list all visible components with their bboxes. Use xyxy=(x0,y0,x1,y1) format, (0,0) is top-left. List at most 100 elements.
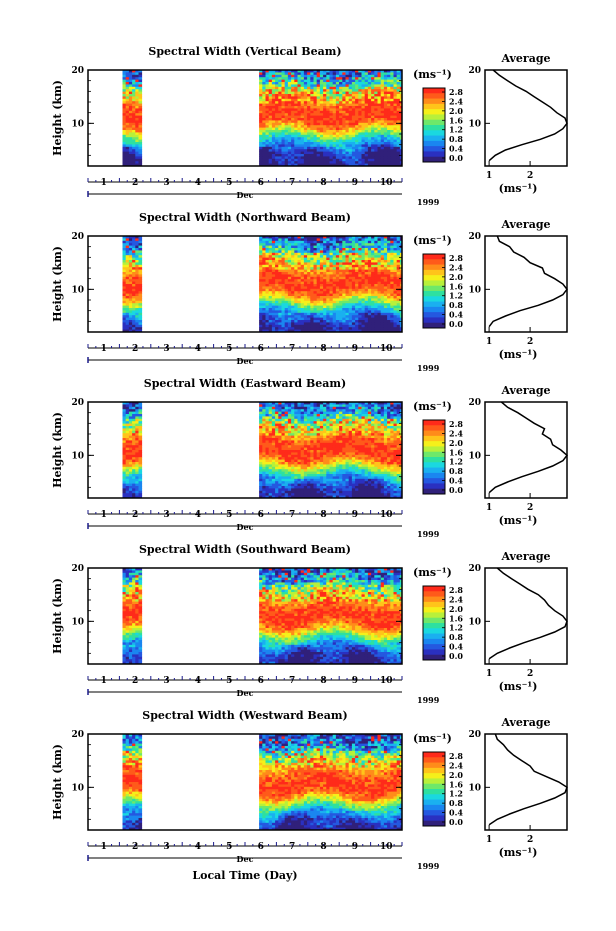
y-tick-label: 20 xyxy=(71,564,84,574)
colorbar-swatch xyxy=(423,623,445,629)
x-tick-label: 1 xyxy=(101,510,107,520)
colorbar-swatch xyxy=(423,789,445,795)
x-tick-label: 9 xyxy=(352,676,358,686)
y-tick-label: 10 xyxy=(71,119,84,129)
colorbar-tick-label: 0.4 xyxy=(449,808,463,818)
y-axis-label: Height (km) xyxy=(51,412,64,488)
plot-frame xyxy=(87,69,403,167)
average-y-tick-label: 10 xyxy=(468,783,481,793)
colorbar-tick-label: 0.0 xyxy=(449,651,463,661)
colorbar-swatch xyxy=(423,596,445,603)
colorbar-swatch xyxy=(423,488,445,495)
x-tick-label: 6 xyxy=(258,676,264,686)
year-label: 1999 xyxy=(417,695,440,705)
year-label: 1999 xyxy=(417,529,440,539)
colorbar-swatch xyxy=(423,820,445,827)
y-tick-label: 10 xyxy=(71,285,84,295)
colorbar-swatch xyxy=(423,472,445,479)
y-tick-label: 20 xyxy=(71,730,84,740)
colorbar-tick-label: 1.2 xyxy=(449,125,463,135)
x-tick-label: 7 xyxy=(289,178,295,188)
colorbar-swatch xyxy=(423,612,445,619)
plot-frame xyxy=(87,567,403,665)
colorbar-tick-label: 1.6 xyxy=(449,281,463,291)
colorbar-swatch xyxy=(423,446,445,453)
average-title: Average xyxy=(500,550,550,563)
colorbar-swatch xyxy=(423,483,445,490)
colorbar-tick-label: 0.8 xyxy=(449,798,463,808)
plot-frame xyxy=(87,235,403,333)
x-tick-label: 2 xyxy=(132,842,138,852)
x-tick-label: 3 xyxy=(163,344,169,354)
colorbar-tick-label: 0.0 xyxy=(449,319,463,329)
average-y-tick-label: 20 xyxy=(468,66,481,76)
average-profile-line xyxy=(488,235,568,328)
average-y-tick-label: 20 xyxy=(468,564,481,574)
x-tick-label: 6 xyxy=(258,344,264,354)
average-title: Average xyxy=(500,218,550,231)
colorbar-swatch xyxy=(423,146,445,152)
average-profile-line xyxy=(488,401,569,494)
x-tick-label: 2 xyxy=(132,178,138,188)
colorbar-swatch xyxy=(423,810,445,816)
average-x-label: (ms⁻¹) xyxy=(499,348,538,361)
average-profile-line xyxy=(488,69,568,162)
panel-1: Spectral Width (Vertical Beam) 10 20 Height… xyxy=(51,45,568,207)
average-y-tick-label: 20 xyxy=(468,730,481,740)
average-x-label: (ms⁻¹) xyxy=(499,680,538,693)
average-y-tick-label: 10 xyxy=(468,451,481,461)
colorbar-swatch xyxy=(423,628,445,634)
month-label: Dec xyxy=(237,356,254,366)
colorbar-swatch xyxy=(423,109,445,115)
x-tick-label: 2 xyxy=(132,510,138,520)
colorbar-tick-label: 0.0 xyxy=(449,153,463,163)
x-axis-label: Local Time (Day) xyxy=(192,869,297,882)
colorbar-swatch xyxy=(423,156,445,163)
x-tick-label: 3 xyxy=(163,510,169,520)
x-tick-label: 4 xyxy=(195,510,201,520)
colorbar-swatch xyxy=(423,425,445,431)
x-tick-label: 8 xyxy=(320,344,326,354)
x-tick-label: 10 xyxy=(380,676,393,686)
average-x-tick-label: 2 xyxy=(527,669,533,679)
year-label: 1999 xyxy=(417,197,440,207)
colorbar-swatch xyxy=(423,420,445,426)
x-tick-label: 10 xyxy=(380,510,393,520)
average-x-tick-label: 1 xyxy=(486,835,492,845)
colorbar-tick-label: 0.4 xyxy=(449,144,463,154)
average-x-tick-label: 2 xyxy=(527,171,533,181)
average-x-tick-label: 1 xyxy=(486,669,492,679)
colorbar-swatch xyxy=(423,296,445,302)
x-tick-label: 1 xyxy=(101,178,107,188)
colorbar-swatch xyxy=(423,280,445,287)
average-y-tick-label: 20 xyxy=(468,232,481,242)
average-frame xyxy=(484,235,568,333)
colorbar-swatch xyxy=(423,435,445,442)
y-axis-label: Height (km) xyxy=(51,578,64,654)
panel-3: Spectral Width (Eastward Beam) 10 20 Height… xyxy=(51,377,569,539)
x-tick-label: 9 xyxy=(352,842,358,852)
average-x-tick-label: 2 xyxy=(527,337,533,347)
panel-4: Spectral Width (Southward Beam) 10 20 Heigh… xyxy=(51,543,568,705)
x-tick-label: 4 xyxy=(195,178,201,188)
x-tick-label: 10 xyxy=(380,344,393,354)
colorbar-swatch xyxy=(423,804,445,811)
x-tick-label: 5 xyxy=(226,344,232,354)
colorbar-tick-label: 2.8 xyxy=(449,87,463,97)
colorbar-tick-label: 2.4 xyxy=(449,760,463,770)
colorbar-tick-label: 1.2 xyxy=(449,623,463,633)
x-tick-label: 7 xyxy=(289,842,295,852)
colorbar-frame xyxy=(422,751,446,827)
average-x-tick-label: 2 xyxy=(527,503,533,513)
y-axis-label: Height (km) xyxy=(51,80,64,156)
colorbar-tick-label: 2.4 xyxy=(449,428,463,438)
x-tick-label: 2 xyxy=(132,344,138,354)
x-tick-label: 4 xyxy=(195,344,201,354)
colorbar-tick-label: 0.8 xyxy=(449,632,463,642)
colorbar-swatch xyxy=(423,815,445,822)
colorbar-tick-label: 0.8 xyxy=(449,466,463,476)
colorbar-swatch xyxy=(423,322,445,329)
x-tick-label: 2 xyxy=(132,676,138,686)
colorbar-swatch xyxy=(423,430,445,437)
colorbar-frame xyxy=(422,87,446,163)
